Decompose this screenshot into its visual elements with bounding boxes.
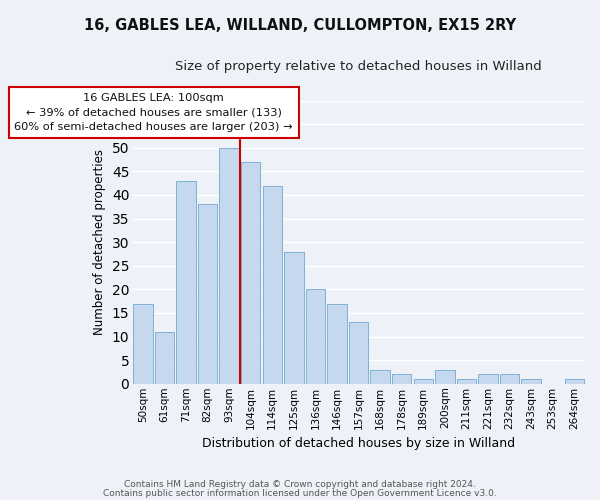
Bar — [521, 379, 541, 384]
Bar — [155, 332, 174, 384]
Bar — [500, 374, 519, 384]
Text: 16 GABLES LEA: 100sqm
← 39% of detached houses are smaller (133)
60% of semi-det: 16 GABLES LEA: 100sqm ← 39% of detached … — [14, 92, 293, 132]
Bar — [284, 252, 304, 384]
Bar — [306, 290, 325, 384]
Text: Contains HM Land Registry data © Crown copyright and database right 2024.: Contains HM Land Registry data © Crown c… — [124, 480, 476, 489]
Bar — [133, 304, 152, 384]
Bar — [370, 370, 390, 384]
Bar — [349, 322, 368, 384]
Bar — [457, 379, 476, 384]
Title: Size of property relative to detached houses in Willand: Size of property relative to detached ho… — [175, 60, 542, 73]
Bar — [478, 374, 497, 384]
Bar — [327, 304, 347, 384]
Text: 16, GABLES LEA, WILLAND, CULLOMPTON, EX15 2RY: 16, GABLES LEA, WILLAND, CULLOMPTON, EX1… — [84, 18, 516, 32]
Bar — [435, 370, 455, 384]
Bar — [176, 181, 196, 384]
Text: Contains public sector information licensed under the Open Government Licence v3: Contains public sector information licen… — [103, 488, 497, 498]
Bar — [263, 186, 282, 384]
Bar — [241, 162, 260, 384]
Bar — [220, 148, 239, 384]
Y-axis label: Number of detached properties: Number of detached properties — [93, 149, 106, 335]
X-axis label: Distribution of detached houses by size in Willand: Distribution of detached houses by size … — [202, 437, 515, 450]
Bar — [565, 379, 584, 384]
Bar — [198, 204, 217, 384]
Bar — [392, 374, 412, 384]
Bar — [413, 379, 433, 384]
